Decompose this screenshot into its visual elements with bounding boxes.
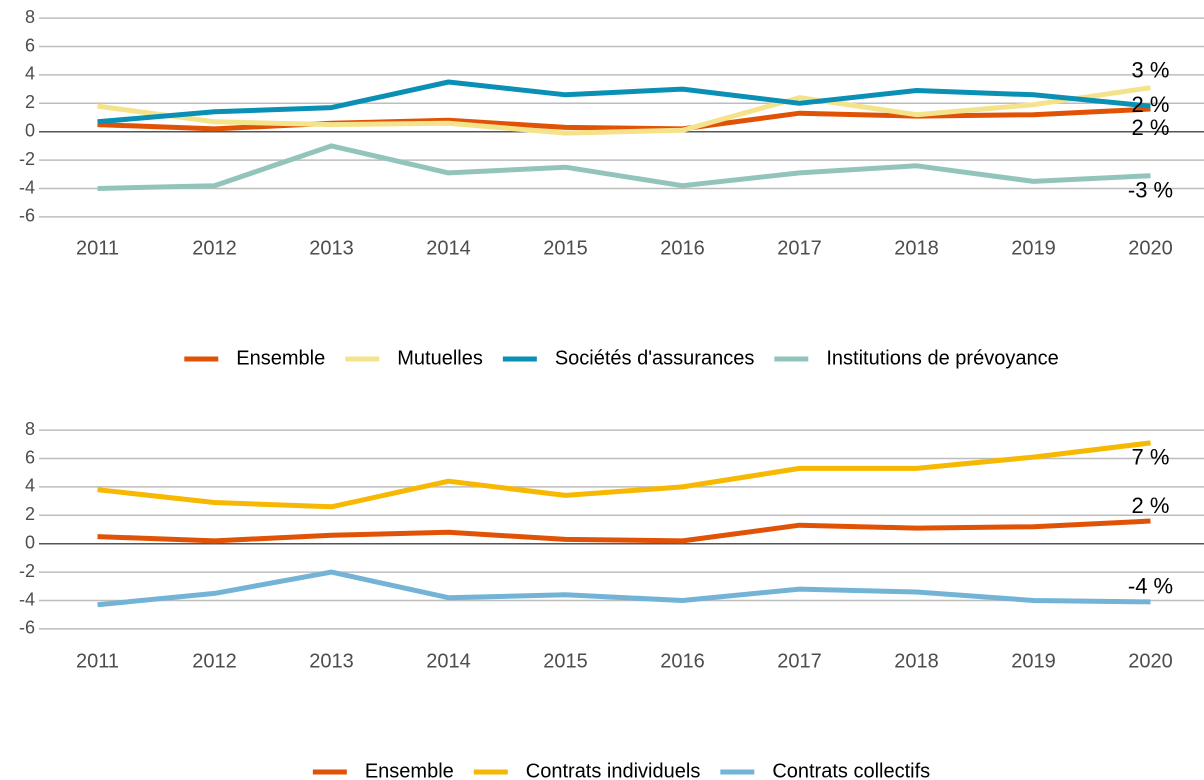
- series-line: [97, 143, 1151, 191]
- y-tick-label: -4: [19, 177, 35, 197]
- series-line: [97, 569, 1151, 608]
- x-tick-label: 2013: [309, 650, 354, 672]
- end-label: 2 %: [1132, 115, 1170, 140]
- legend-label: Ensemble: [236, 347, 325, 369]
- y-tick-label: 4: [25, 64, 35, 84]
- y-tick-label: 0: [25, 120, 35, 140]
- x-tick-label: 2011: [76, 237, 119, 259]
- end-label: 2 %: [1132, 493, 1170, 518]
- x-tick-label: 2014: [426, 650, 471, 672]
- x-tick-label: 2019: [1011, 237, 1056, 259]
- x-tick-label: 2020: [1128, 650, 1173, 672]
- x-tick-label: 2018: [894, 650, 939, 672]
- x-tick-label: 2015: [543, 237, 588, 259]
- x-tick-label: 2016: [660, 650, 705, 672]
- y-tick-label: -4: [19, 589, 35, 609]
- y-tick-label: 4: [25, 476, 35, 496]
- legend-label: Institutions de prévoyance: [826, 347, 1058, 369]
- y-tick-label: 6: [25, 35, 35, 55]
- y-tick-label: -2: [19, 149, 35, 169]
- legend: Ensemble Mutuelles Sociétés d'assurances In…: [184, 347, 1059, 369]
- x-tick-label: 2019: [1011, 650, 1056, 672]
- legend-label: Sociétés d'assurances: [555, 347, 754, 369]
- legend-label: Contrats collectifs: [772, 760, 930, 780]
- x-tick-label: 2013: [309, 237, 354, 259]
- legend-label: Ensemble: [365, 760, 454, 780]
- legend-label: Contrats individuels: [526, 760, 701, 780]
- legend-label: Mutuelles: [397, 347, 483, 369]
- series-line: [97, 79, 1151, 125]
- x-tick-label: 2012: [192, 237, 237, 259]
- end-label: 7 %: [1132, 445, 1170, 470]
- y-tick-label: 2: [25, 92, 35, 112]
- series-line: [97, 518, 1151, 544]
- x-tick-label: 2018: [894, 237, 939, 259]
- legend: Ensemble Contrats individuels Contrats col…: [312, 760, 930, 780]
- y-tick-label: -6: [19, 206, 35, 226]
- y-tick-label: 6: [25, 447, 35, 467]
- x-tick-label: 2016: [660, 237, 705, 259]
- x-tick-label: 2012: [192, 650, 237, 672]
- y-tick-label: -2: [19, 561, 35, 581]
- end-label: -3 %: [1128, 178, 1173, 203]
- end-label: -4 %: [1128, 574, 1173, 599]
- x-tick-label: 2017: [777, 650, 822, 672]
- y-tick-label: 2: [25, 504, 35, 524]
- y-tick-label: 0: [25, 532, 35, 552]
- series-line: [97, 106, 1151, 132]
- x-tick-label: 2015: [543, 650, 588, 672]
- y-tick-label: 8: [25, 7, 35, 27]
- end-label: 3 %: [1132, 57, 1170, 82]
- x-tick-label: 2011: [76, 650, 119, 672]
- end-label: 2 %: [1132, 92, 1170, 117]
- x-tick-label: 2020: [1128, 237, 1173, 259]
- series-line: [97, 440, 1151, 510]
- x-tick-label: 2017: [777, 237, 822, 259]
- y-tick-label: -6: [19, 618, 35, 638]
- x-tick-label: 2014: [426, 237, 471, 259]
- y-tick-label: 8: [25, 419, 35, 439]
- series-line: [97, 85, 1151, 136]
